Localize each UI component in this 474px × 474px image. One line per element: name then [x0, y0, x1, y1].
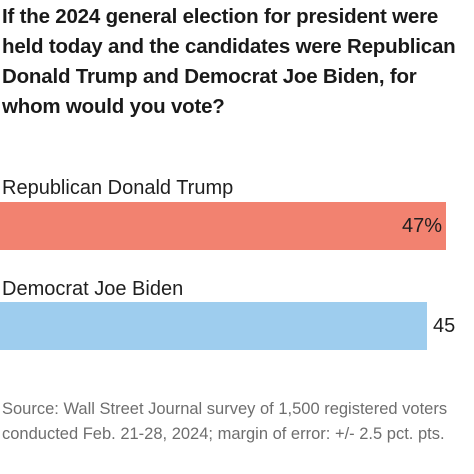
bar-value-label: 45 [433, 315, 456, 337]
bar-label: Democrat Joe Biden [2, 278, 184, 300]
bar [0, 202, 446, 250]
bar-label: Republican Donald Trump [2, 177, 234, 199]
chart-title: If the 2024 general election for preside… [2, 5, 456, 118]
bar-value-label: 47% [402, 215, 443, 237]
source-note: Source: Wall Street Journal survey of 1,… [2, 400, 448, 443]
bar [0, 302, 427, 350]
